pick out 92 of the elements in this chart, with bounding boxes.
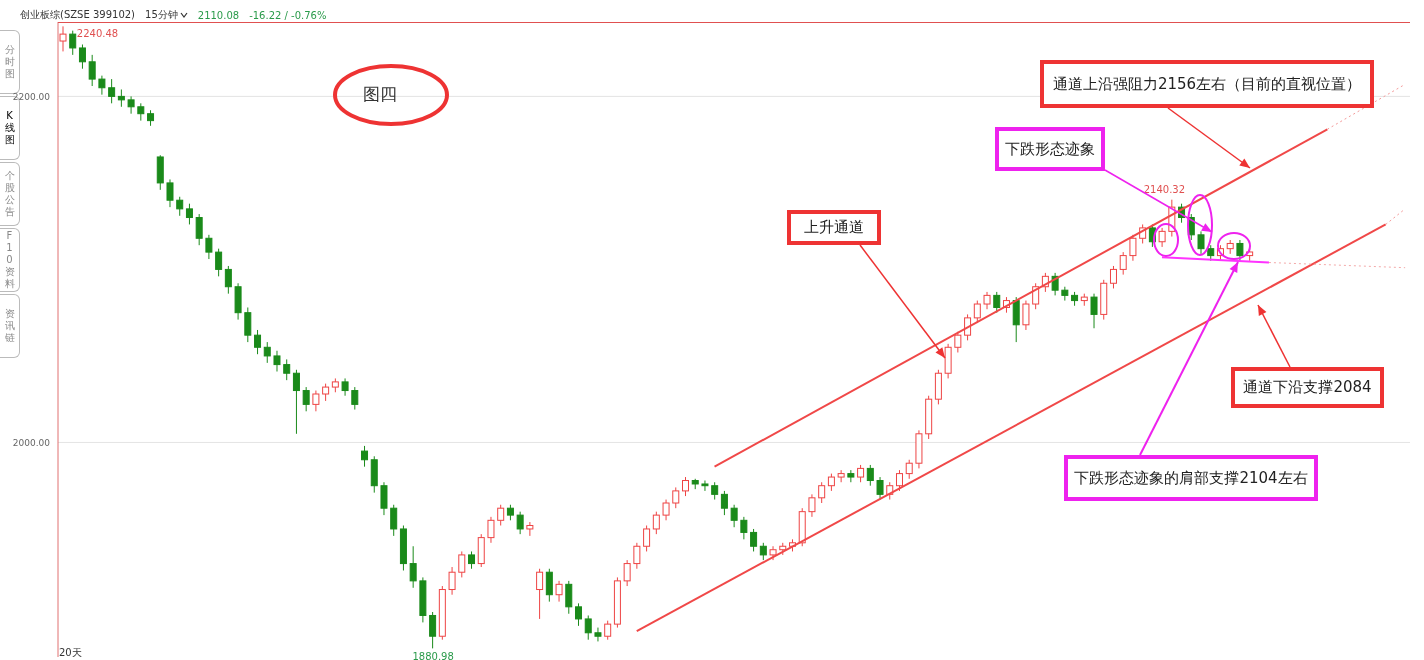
text: 资讯链 — [4, 308, 15, 344]
candlestick — [866, 464, 874, 487]
candlestick — [224, 265, 232, 295]
annotation: 上升通道 — [787, 210, 881, 245]
text: 2110.08 — [197, 9, 240, 21]
candlestick — [526, 521, 534, 537]
candlestick — [623, 559, 631, 587]
candlestick — [555, 580, 563, 603]
candlestick — [88, 54, 96, 87]
candlestick — [1236, 239, 1244, 262]
annotation: 通道上沿强阻力2156左右（目前的直视位置） — [1040, 60, 1374, 108]
candlestick — [341, 377, 349, 397]
candlestick — [536, 568, 544, 620]
candlestick — [633, 542, 641, 570]
candlestick — [176, 196, 184, 217]
candlestick — [1109, 265, 1117, 289]
candlestick — [409, 545, 417, 589]
text: 分时图 — [4, 44, 15, 80]
candlestick — [273, 350, 281, 373]
candlestick — [1197, 230, 1205, 255]
annotation: 下跌形态迹象 — [995, 127, 1105, 171]
candlestick — [594, 627, 602, 642]
candlestick — [497, 504, 505, 526]
candlestick — [730, 504, 738, 528]
candlestick — [185, 203, 193, 225]
candlestick — [876, 476, 884, 501]
candlestick — [244, 306, 252, 343]
candlestick — [108, 78, 116, 104]
y-tick-label: 2200.00 — [12, 91, 51, 102]
text: K线图 — [4, 110, 15, 146]
text: 个股公告 — [4, 170, 15, 218]
candlestick — [672, 486, 680, 509]
text: -16.22 / -0.76% — [249, 9, 327, 21]
candlestick — [516, 511, 524, 535]
candlestick — [740, 516, 748, 540]
candlestick — [448, 566, 456, 596]
annotation: 2240.48 — [76, 28, 119, 40]
candlestick — [720, 490, 728, 516]
annotation: 通道下沿支撑2084 — [1231, 367, 1384, 408]
candlestick — [390, 504, 398, 537]
candlestick — [545, 568, 553, 603]
candlestick — [1158, 227, 1166, 248]
candlestick — [905, 459, 913, 480]
candlestick — [1022, 300, 1030, 331]
candlestick — [575, 602, 583, 627]
candlestick — [847, 469, 855, 483]
candlestick — [487, 516, 495, 544]
candlestick — [837, 469, 845, 483]
candlestick — [565, 580, 573, 615]
candlestick — [166, 178, 174, 208]
candlestick — [380, 481, 388, 516]
candlestick — [652, 511, 660, 535]
annotation: 1880.98 — [412, 651, 454, 660]
candlestick — [682, 476, 689, 497]
candlestick — [604, 620, 612, 641]
candlestick — [458, 550, 466, 578]
candlestick — [292, 369, 300, 435]
text: 15分钟 — [145, 8, 178, 22]
annotation: 图四 — [363, 83, 397, 106]
candlestick — [351, 386, 359, 411]
candlestick — [895, 469, 903, 492]
candlestick — [127, 95, 135, 115]
candlestick — [312, 390, 320, 412]
annotation: 20天 — [59, 646, 82, 660]
candlestick — [59, 25, 67, 52]
candlestick — [818, 481, 826, 504]
y-tick-label: 2000.00 — [12, 437, 51, 448]
candlestick — [429, 611, 437, 649]
candlestick — [98, 75, 106, 96]
candlestick — [1119, 251, 1127, 276]
candlestick — [662, 499, 670, 521]
candlestick — [1090, 293, 1098, 329]
candlestick — [701, 480, 709, 492]
candlestick — [283, 358, 291, 381]
candlestick — [69, 30, 77, 56]
candlestick — [205, 234, 213, 260]
candlestick — [361, 445, 369, 468]
candlestick — [643, 525, 651, 552]
annotation: 2140.32 — [1143, 183, 1186, 195]
candlestick — [254, 329, 262, 355]
candlestick — [263, 341, 271, 364]
candlestick — [215, 248, 223, 277]
text: F10资料 — [4, 230, 15, 290]
candlestick — [584, 614, 592, 641]
candlestick — [195, 213, 203, 246]
annotation: 下跌形态迹象的肩部支撑2104左右 — [1064, 455, 1318, 501]
candlestick — [808, 493, 816, 518]
candlestick — [78, 43, 86, 70]
candlestick — [302, 386, 310, 412]
candlestick — [1129, 234, 1137, 262]
candlestick — [750, 528, 758, 552]
chart-title: 创业板综(SZSE 399102) — [20, 8, 136, 22]
